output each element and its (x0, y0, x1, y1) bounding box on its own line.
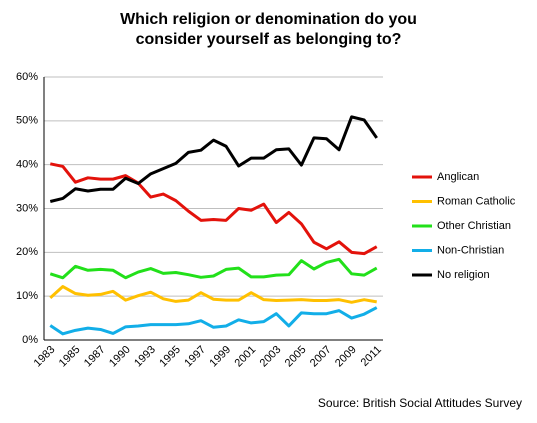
legend-label: Anglican (437, 171, 479, 183)
x-tick-label: 1990 (107, 344, 133, 370)
series-line (49, 306, 378, 336)
x-tick-label: 2005 (283, 344, 309, 370)
x-tick-label: 1997 (182, 344, 208, 370)
series-line (49, 257, 378, 280)
x-tick-label: 2009 (333, 344, 359, 370)
y-tick-label: 40% (16, 159, 38, 171)
legend-label: Non-Christian (437, 244, 504, 256)
y-tick-label: 0% (22, 334, 38, 346)
x-tick-label: 1983 (32, 344, 58, 370)
chart-title-box: Which religion or denomination do you co… (0, 10, 537, 50)
series-line (49, 285, 377, 304)
series-line (49, 115, 378, 203)
y-tick-label: 50% (16, 115, 38, 127)
x-tick-label: 1987 (82, 344, 108, 370)
legend-label: No religion (437, 269, 490, 281)
y-tick-label: 60% (16, 71, 38, 83)
x-tick-label: 2007 (308, 344, 334, 370)
x-tick-label: 1985 (57, 344, 83, 370)
y-tick-label: 20% (16, 246, 38, 258)
chart-title: Which religion or denomination do you co… (120, 11, 417, 48)
legend-label: Roman Catholic (437, 195, 516, 207)
x-tick-label: 2001 (233, 344, 259, 370)
source-note: Source: British Social Attitudes Survey (318, 396, 522, 410)
x-tick-label: 1999 (207, 344, 233, 370)
legend-label: Other Christian (437, 220, 511, 232)
x-tick-label: 1993 (132, 344, 158, 370)
x-tick-label: 1995 (157, 344, 183, 370)
x-tick-label: 2011 (359, 344, 384, 369)
series-line (49, 162, 378, 256)
y-tick-label: 30% (16, 202, 38, 214)
x-tick-label: 2003 (258, 344, 284, 370)
y-tick-label: 10% (16, 290, 38, 302)
